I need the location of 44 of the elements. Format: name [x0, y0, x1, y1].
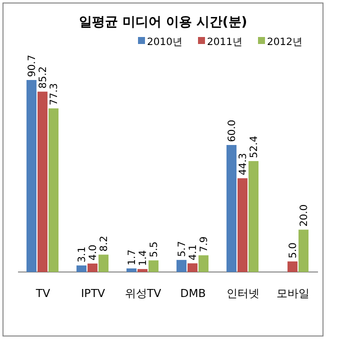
x-tick-label: 모바일 [276, 287, 310, 300]
chart-title: 일평균 미디어 이용 시간(분) [78, 15, 248, 30]
data-label: 1.7 [127, 249, 138, 266]
bar [176, 260, 186, 272]
data-label: 60.0 [227, 120, 238, 142]
data-label: 4.0 [88, 244, 99, 261]
data-label: 77.3 [49, 83, 60, 106]
bar [238, 178, 248, 272]
bar [148, 260, 158, 272]
data-label: 90.7 [27, 54, 38, 77]
data-label: 8.2 [99, 236, 110, 252]
x-tick-label: DMB [180, 287, 206, 300]
bar [288, 261, 298, 272]
bar [226, 144, 236, 272]
bar [298, 230, 308, 272]
legend-label: 2012년 [267, 37, 302, 48]
bar [188, 263, 198, 272]
bar [98, 254, 108, 272]
data-label: 52.4 [249, 136, 260, 158]
x-tick-label: 위성TV [124, 287, 162, 300]
bar [76, 265, 86, 272]
data-label: 85.2 [38, 66, 49, 89]
bar [48, 108, 58, 272]
data-label: 5.5 [149, 241, 160, 258]
bar [248, 161, 258, 272]
data-label: 1.4 [138, 250, 149, 266]
data-label: 5.0 [288, 242, 299, 258]
data-label: 3.1 [77, 246, 88, 262]
bar [138, 269, 148, 272]
data-label: 20.0 [299, 204, 310, 227]
data-label: 7.9 [199, 236, 210, 252]
data-label: 5.7 [177, 241, 188, 257]
bar [198, 255, 208, 272]
x-tick-label: TV [34, 287, 51, 300]
legend-label: 2010년 [147, 37, 182, 48]
x-tick-label: 인터넷 [226, 287, 260, 300]
legend-label: 2011년 [207, 37, 242, 48]
bar [126, 268, 136, 272]
data-label: 44.3 [238, 152, 249, 176]
bar [26, 80, 36, 272]
bar [38, 92, 48, 272]
data-label: 4.1 [188, 244, 199, 260]
bar [88, 264, 98, 272]
x-tick-label: IPTV [80, 287, 106, 300]
